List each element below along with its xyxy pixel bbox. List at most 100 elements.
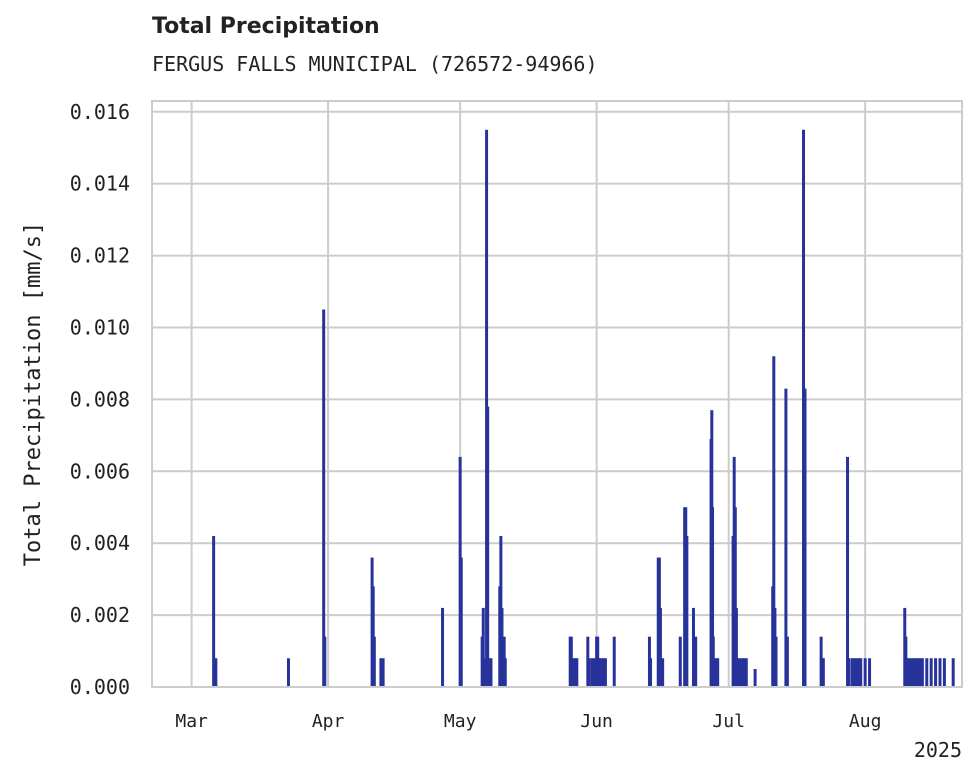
precip-bar — [744, 658, 748, 687]
precip-bar — [925, 658, 929, 687]
precip-bar — [599, 658, 603, 687]
y-tick-label: 0.004 — [70, 531, 130, 555]
precip-bar — [481, 607, 485, 687]
x-tick-label: Apr — [312, 711, 345, 732]
precip-bar — [482, 658, 486, 687]
precip-bar — [691, 607, 695, 687]
precip-bar — [649, 658, 653, 687]
precip-bar — [929, 658, 933, 687]
precip-bar — [489, 658, 493, 687]
precip-bar — [821, 658, 825, 687]
y-tick-label: 0.008 — [70, 387, 130, 411]
precip-bar — [379, 658, 383, 687]
y-tick-label: 0.012 — [70, 244, 130, 268]
precip-bar — [603, 658, 607, 687]
precip-bar — [487, 658, 491, 687]
precip-bar — [601, 658, 605, 687]
x-tick-label: May — [444, 711, 477, 732]
precip-bar — [785, 636, 789, 687]
precip-bar — [863, 658, 867, 687]
precip-bar — [322, 309, 326, 687]
y-tick-label: 0.010 — [70, 315, 130, 339]
precip-bar — [852, 658, 856, 687]
y-tick-labels: 0.000 0.002 0.004 0.006 0.008 0.010 0.012 0.014… — [70, 100, 130, 699]
precip-bar — [803, 388, 807, 687]
precip-bar — [711, 636, 715, 687]
precip-bar — [694, 636, 698, 687]
precip-bar — [753, 669, 757, 687]
precip-bar — [486, 406, 490, 687]
precip-bar — [951, 658, 955, 687]
precip-bar — [772, 356, 776, 687]
precip-bar — [713, 658, 717, 687]
x-tick-label: Mar — [175, 711, 208, 732]
precip-bar — [934, 658, 938, 687]
precip-bar — [575, 658, 579, 687]
precip-bar — [738, 658, 742, 687]
precip-bar — [914, 658, 918, 687]
precip-bar — [500, 607, 504, 687]
precip-bar — [942, 658, 946, 687]
precip-bar — [372, 636, 376, 687]
precip-bar — [323, 636, 327, 687]
precip-bar — [573, 658, 577, 687]
precip-bar — [734, 607, 738, 687]
precip-bar — [868, 658, 872, 687]
precip-bar — [286, 658, 290, 687]
precip-bar — [678, 636, 682, 687]
precip-bar — [441, 607, 445, 687]
precip-bar — [847, 658, 851, 687]
precip-bar — [685, 536, 689, 687]
precip-bar — [784, 388, 788, 687]
y-tick-label: 0.014 — [70, 172, 130, 196]
precip-bar — [711, 507, 715, 687]
precip-bar — [920, 658, 924, 687]
precip-bar — [909, 658, 913, 687]
x-tick-label: Aug — [849, 711, 882, 732]
y-tick-label: 0.000 — [70, 675, 130, 699]
x-tick-label: Jun — [580, 711, 613, 732]
precip-bar — [854, 658, 858, 687]
y-axis-label: Total Precipitation [mm/s] — [21, 222, 46, 566]
plot-frame — [151, 100, 963, 688]
precip-bar — [612, 636, 616, 687]
precip-bar — [774, 636, 778, 687]
precip-bar — [918, 658, 922, 687]
precip-bar — [212, 536, 216, 687]
precip-bar — [857, 658, 861, 687]
precip-bar — [590, 658, 594, 687]
precip-bar — [912, 658, 916, 687]
precip-bar — [716, 658, 720, 687]
precip-bar — [846, 456, 850, 687]
precip-bar — [592, 658, 596, 687]
precip-bar — [907, 658, 911, 687]
precip-bar — [916, 658, 920, 687]
precip-bar — [570, 658, 574, 687]
precip-bar — [459, 557, 463, 687]
bars — [212, 129, 955, 687]
precip-bar — [859, 658, 863, 687]
precip-bar — [597, 658, 601, 687]
precip-bar — [658, 607, 662, 687]
chart-title: Total Precipitation — [152, 14, 380, 39]
x-tick-labels: Mar Apr May Jun Jul Aug — [175, 711, 881, 732]
precip-bar — [587, 658, 591, 687]
y-tick-label: 0.002 — [70, 603, 130, 627]
x-year-label: 2025 — [914, 738, 962, 762]
precip-bar — [381, 658, 385, 687]
y-tick-label: 0.006 — [70, 459, 130, 483]
precip-bar — [938, 658, 942, 687]
precip-bar — [740, 658, 744, 687]
precip-bar — [850, 658, 854, 687]
precip-bar — [735, 658, 739, 687]
precip-bar — [733, 507, 737, 687]
precip-bar — [503, 658, 507, 687]
grid — [152, 101, 962, 688]
precip-bar — [661, 658, 665, 687]
precip-bar — [742, 658, 746, 687]
precip-bar — [214, 658, 218, 687]
y-tick-label: 0.016 — [70, 100, 130, 124]
precip-bar — [905, 658, 909, 687]
